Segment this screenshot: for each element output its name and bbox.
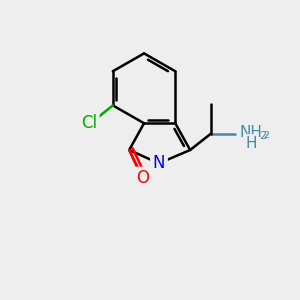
Circle shape bbox=[84, 117, 97, 130]
Text: N: N bbox=[153, 154, 165, 172]
Circle shape bbox=[152, 157, 166, 170]
Text: H: H bbox=[246, 136, 257, 151]
Text: O: O bbox=[136, 169, 149, 187]
Text: NH₂: NH₂ bbox=[241, 126, 270, 141]
Text: O: O bbox=[136, 171, 149, 189]
Circle shape bbox=[136, 172, 149, 185]
Text: NH: NH bbox=[239, 125, 262, 140]
Text: Cl: Cl bbox=[81, 114, 97, 132]
Text: Cl: Cl bbox=[80, 114, 96, 132]
Text: N: N bbox=[153, 154, 165, 172]
Text: 2: 2 bbox=[259, 131, 266, 141]
